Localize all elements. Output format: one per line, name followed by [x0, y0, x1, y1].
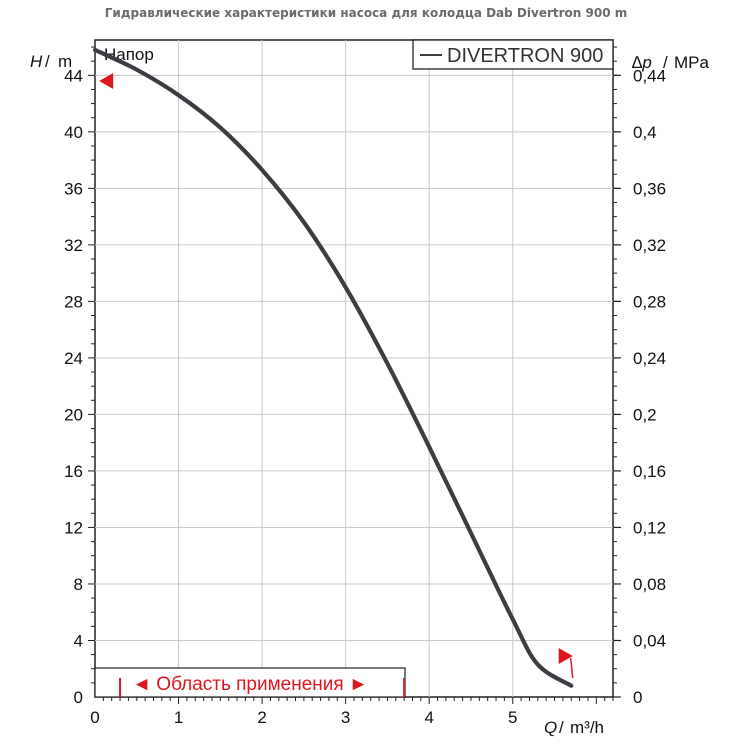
x-unit: m³/h	[570, 718, 604, 737]
y-right-unit: MPa	[674, 53, 710, 72]
y-left-tick-label: 16	[64, 462, 83, 481]
y-left-tick-label: 24	[64, 349, 83, 368]
operating-range: ◄ Область применения ►	[94, 667, 406, 698]
x-tick-label: 5	[508, 708, 517, 727]
right-axis-ticks: 0 0,04 0,08 0,12 0,16 0,2 0,24 0,28 0,32 0,36 0,4 0…	[613, 66, 666, 707]
x-tick-label: 4	[424, 708, 433, 727]
x-symbol: Q	[544, 718, 557, 737]
x-tick-label: 2	[257, 708, 266, 727]
curve-label: Напор	[104, 45, 154, 64]
operating-range-label: ◄ Область применения ►	[132, 674, 368, 695]
svg-text:/: /	[559, 718, 564, 737]
marker-arrow-right	[558, 648, 573, 665]
y-right-tick-label: 0,04	[633, 631, 666, 650]
x-axis-ticks: 0 1 2 3 4 5	[90, 708, 517, 727]
y-right-tick-label: 0,32	[633, 236, 666, 255]
marker-arrow-left	[99, 72, 114, 89]
y-right-tick-label: 0,44	[633, 66, 666, 85]
x-tick-label: 1	[174, 708, 183, 727]
x-axis-title: Q / m³/h	[544, 718, 604, 737]
y-right-tick-label: 0,16	[633, 462, 666, 481]
plot-area	[94, 39, 614, 698]
series-line-divertron-900	[92, 47, 574, 688]
y-left-tick-label: 20	[64, 405, 83, 424]
y-left-unit: m	[58, 52, 72, 71]
y-right-tick-label: 0,08	[633, 575, 666, 594]
y-left-tick-label: 4	[74, 631, 83, 650]
chart-title: Гидравлические характеристики насоса для…	[104, 6, 628, 20]
y-right-tick-label: 0,36	[633, 179, 666, 198]
operating-range-box	[94, 667, 406, 698]
y-left-tick-label: 8	[74, 575, 83, 594]
y-right-tick-label: 0,28	[633, 292, 666, 311]
y-axis-left-title: H / m	[30, 52, 72, 71]
y-right-tick-label: 0,2	[633, 405, 657, 424]
y-left-tick-label: 32	[64, 236, 83, 255]
marker-stem	[569, 657, 574, 679]
legend[interactable]: DIVERTRON 900	[412, 39, 614, 70]
y-axis-right-title: ∆p / MPa	[632, 53, 710, 72]
y-right-symbol: ∆p	[632, 53, 652, 72]
y-right-tick-label: 0,12	[633, 518, 666, 537]
legend-box	[412, 39, 614, 70]
legend-entry: DIVERTRON 900	[447, 45, 603, 67]
grid-lines	[95, 40, 613, 697]
y-left-tick-label: 44	[64, 66, 83, 85]
range-markers	[99, 72, 574, 679]
y-left-tick-label: 40	[64, 123, 83, 142]
svg-text:/: /	[663, 53, 668, 72]
x-tick-label: 0	[90, 708, 99, 727]
svg-text:/: /	[45, 52, 50, 71]
y-right-tick-label: 0	[633, 688, 642, 707]
minor-ticks	[88, 46, 617, 704]
y-left-symbol: H	[30, 52, 43, 71]
x-tick-label: 3	[341, 708, 350, 727]
y-left-tick-label: 36	[64, 179, 83, 198]
y-left-tick-label: 12	[64, 518, 83, 537]
y-left-tick-label: 28	[64, 292, 83, 311]
y-left-tick-label: 0	[74, 688, 83, 707]
left-axis-ticks: 0 4 8 12 16 20 24 28 32 36 40 44	[64, 66, 83, 707]
y-right-tick-label: 0,24	[633, 349, 666, 368]
y-right-tick-label: 0,4	[633, 123, 657, 142]
